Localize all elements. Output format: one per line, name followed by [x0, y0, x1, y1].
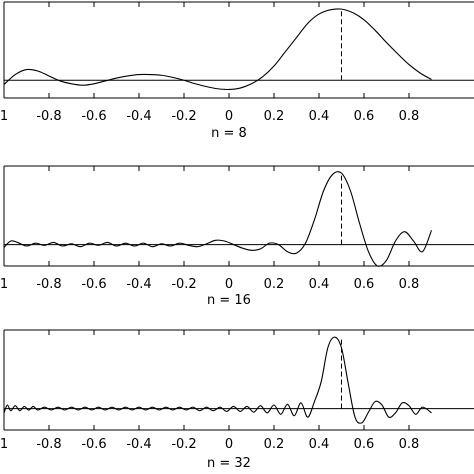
series-line — [3, 336, 432, 424]
x-tick-label: -0.4 — [126, 277, 151, 292]
x-tick-label: -0.6 — [81, 109, 106, 124]
x-tick-label: 1 — [0, 277, 8, 292]
x-tick-label: -0.8 — [36, 277, 61, 292]
x-tick-label: 0 — [225, 109, 233, 124]
x-tick-label: 1 — [0, 109, 8, 124]
x-tick-label: -0.8 — [36, 109, 61, 124]
x-tick-label: -0.2 — [171, 277, 196, 292]
x-tick-label: 0.2 — [264, 109, 285, 124]
x-tick-label: -0.6 — [81, 277, 106, 292]
panel-n32: 1 -0.8 -0.6 -0.4 -0.2 0 0.2 0.4 0.6 0.8 n = 32 — [0, 329, 474, 471]
x-tick-label: -0.2 — [171, 109, 196, 124]
panel-caption: n = 32 — [207, 456, 251, 471]
x-tick-label: 0.4 — [309, 437, 330, 452]
x-tick-label: 0.8 — [399, 437, 420, 452]
x-tick-label: 1 — [0, 437, 8, 452]
x-tick-label: 0.4 — [309, 277, 330, 292]
x-tick-label: 0.4 — [309, 109, 330, 124]
panel-n16: 1 -0.8 -0.6 -0.4 -0.2 0 0.2 0.4 0.6 0.8 n = 16 — [0, 165, 474, 308]
x-tick-label: -0.4 — [126, 109, 151, 124]
x-tick-label: 0 — [225, 437, 233, 452]
panel-caption: n = 16 — [207, 293, 251, 308]
x-tick-label: 0.2 — [264, 437, 285, 452]
x-tick-label: 0.2 — [264, 277, 285, 292]
x-tick-label: 0.6 — [354, 277, 375, 292]
panel-n8: 1 -0.8 -0.6 -0.4 -0.2 0 0.2 0.4 0.6 0.8 n = 8 — [0, 1, 474, 141]
x-tick-label: -0.2 — [171, 437, 196, 452]
x-tick-label: 0 — [225, 277, 233, 292]
x-tick-label: 0.6 — [354, 109, 375, 124]
x-tick-label: -0.8 — [36, 437, 61, 452]
panel-caption: n = 8 — [211, 126, 247, 141]
x-tick-label: 0.8 — [399, 277, 420, 292]
x-tick-label: 0.6 — [354, 437, 375, 452]
series-line — [3, 171, 433, 267]
series-line — [3, 8, 432, 91]
x-tick-label: -0.6 — [81, 437, 106, 452]
x-tick-label: 0.8 — [399, 109, 420, 124]
x-tick-label: -0.4 — [126, 437, 151, 452]
